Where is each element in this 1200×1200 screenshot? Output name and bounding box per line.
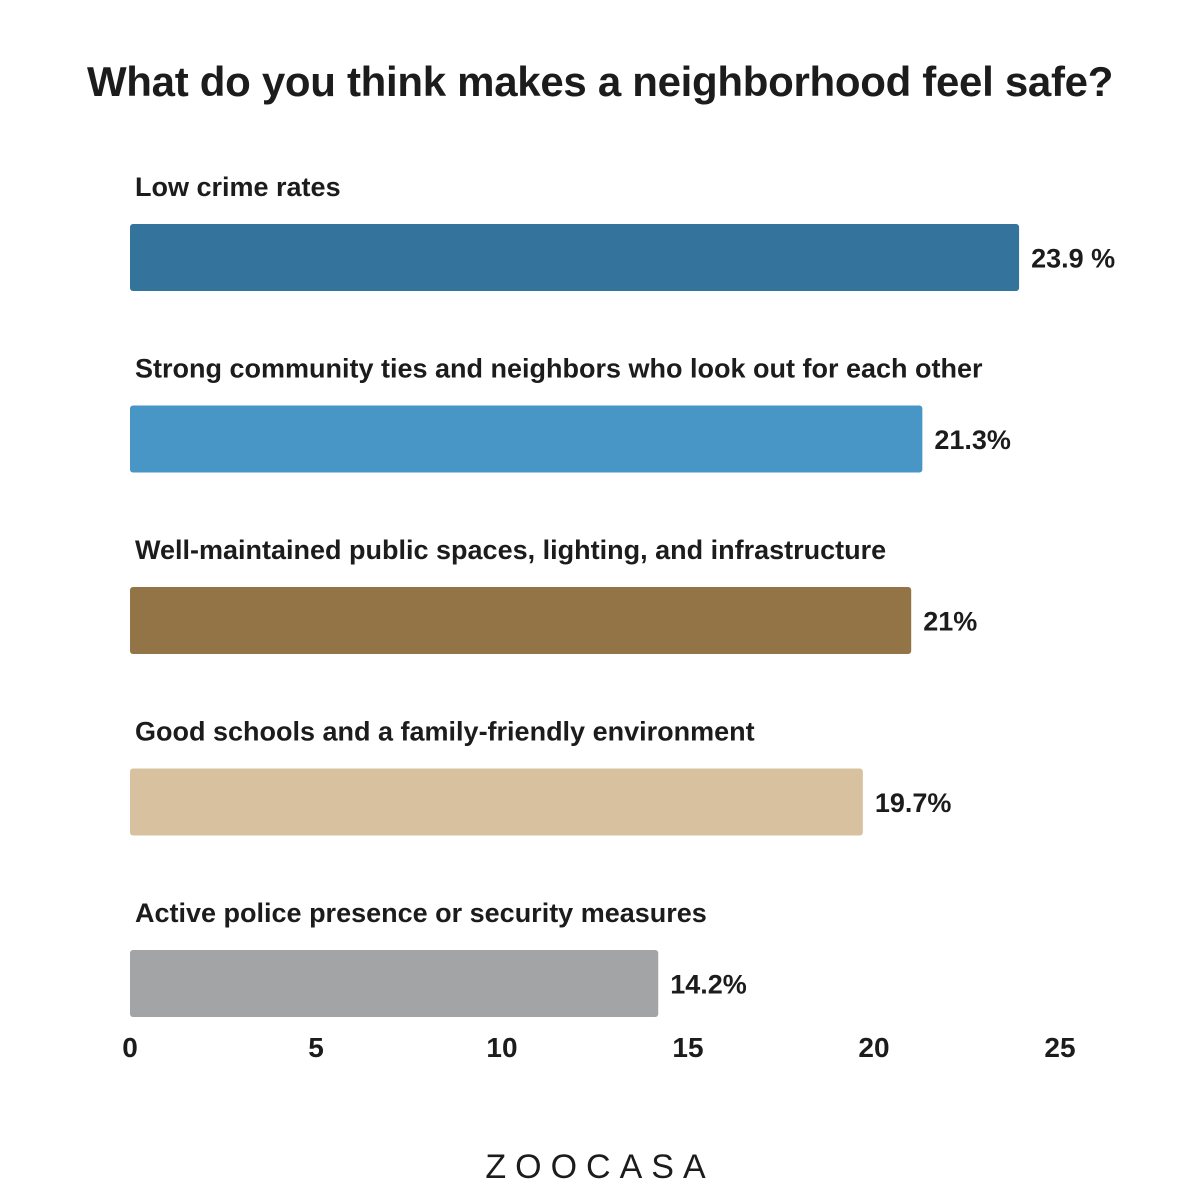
x-axis: 0 5 10 15 20 25	[122, 1032, 1075, 1063]
x-tick-label: 15	[672, 1032, 703, 1063]
category-label: Active police presence or security measu…	[135, 898, 707, 928]
data-label: 21%	[923, 607, 977, 637]
category-label: Good schools and a family-friendly envir…	[135, 717, 755, 747]
category-label: Well-maintained public spaces, lighting,…	[135, 535, 886, 565]
bar	[130, 405, 923, 473]
zoocasa-logo: ZOOCASA	[485, 1148, 715, 1186]
bar	[130, 950, 659, 1017]
bar	[130, 587, 912, 654]
x-tick-label: 25	[1044, 1032, 1075, 1063]
x-tick-label: 10	[486, 1032, 517, 1063]
category-label: Low crime rates	[135, 172, 341, 202]
bars-layer: Low crime rates 23.9 % Strong community ti…	[130, 172, 1115, 1017]
data-label: 19.7%	[875, 788, 952, 818]
x-tick-label: 20	[858, 1032, 889, 1063]
bar-chart: Low crime rates 23.9 % Strong community ti…	[122, 172, 1115, 1063]
x-tick-label: 0	[122, 1032, 138, 1063]
data-label: 21.3%	[934, 425, 1011, 455]
category-label: Strong community ties and neighbors who …	[135, 354, 983, 384]
data-label: 23.9 %	[1031, 244, 1115, 274]
bar	[130, 224, 1020, 291]
x-tick-label: 5	[308, 1032, 324, 1063]
bar	[130, 768, 863, 836]
data-label: 14.2%	[670, 970, 747, 1000]
chart-title: What do you think makes a neighborhood f…	[86, 58, 1114, 105]
